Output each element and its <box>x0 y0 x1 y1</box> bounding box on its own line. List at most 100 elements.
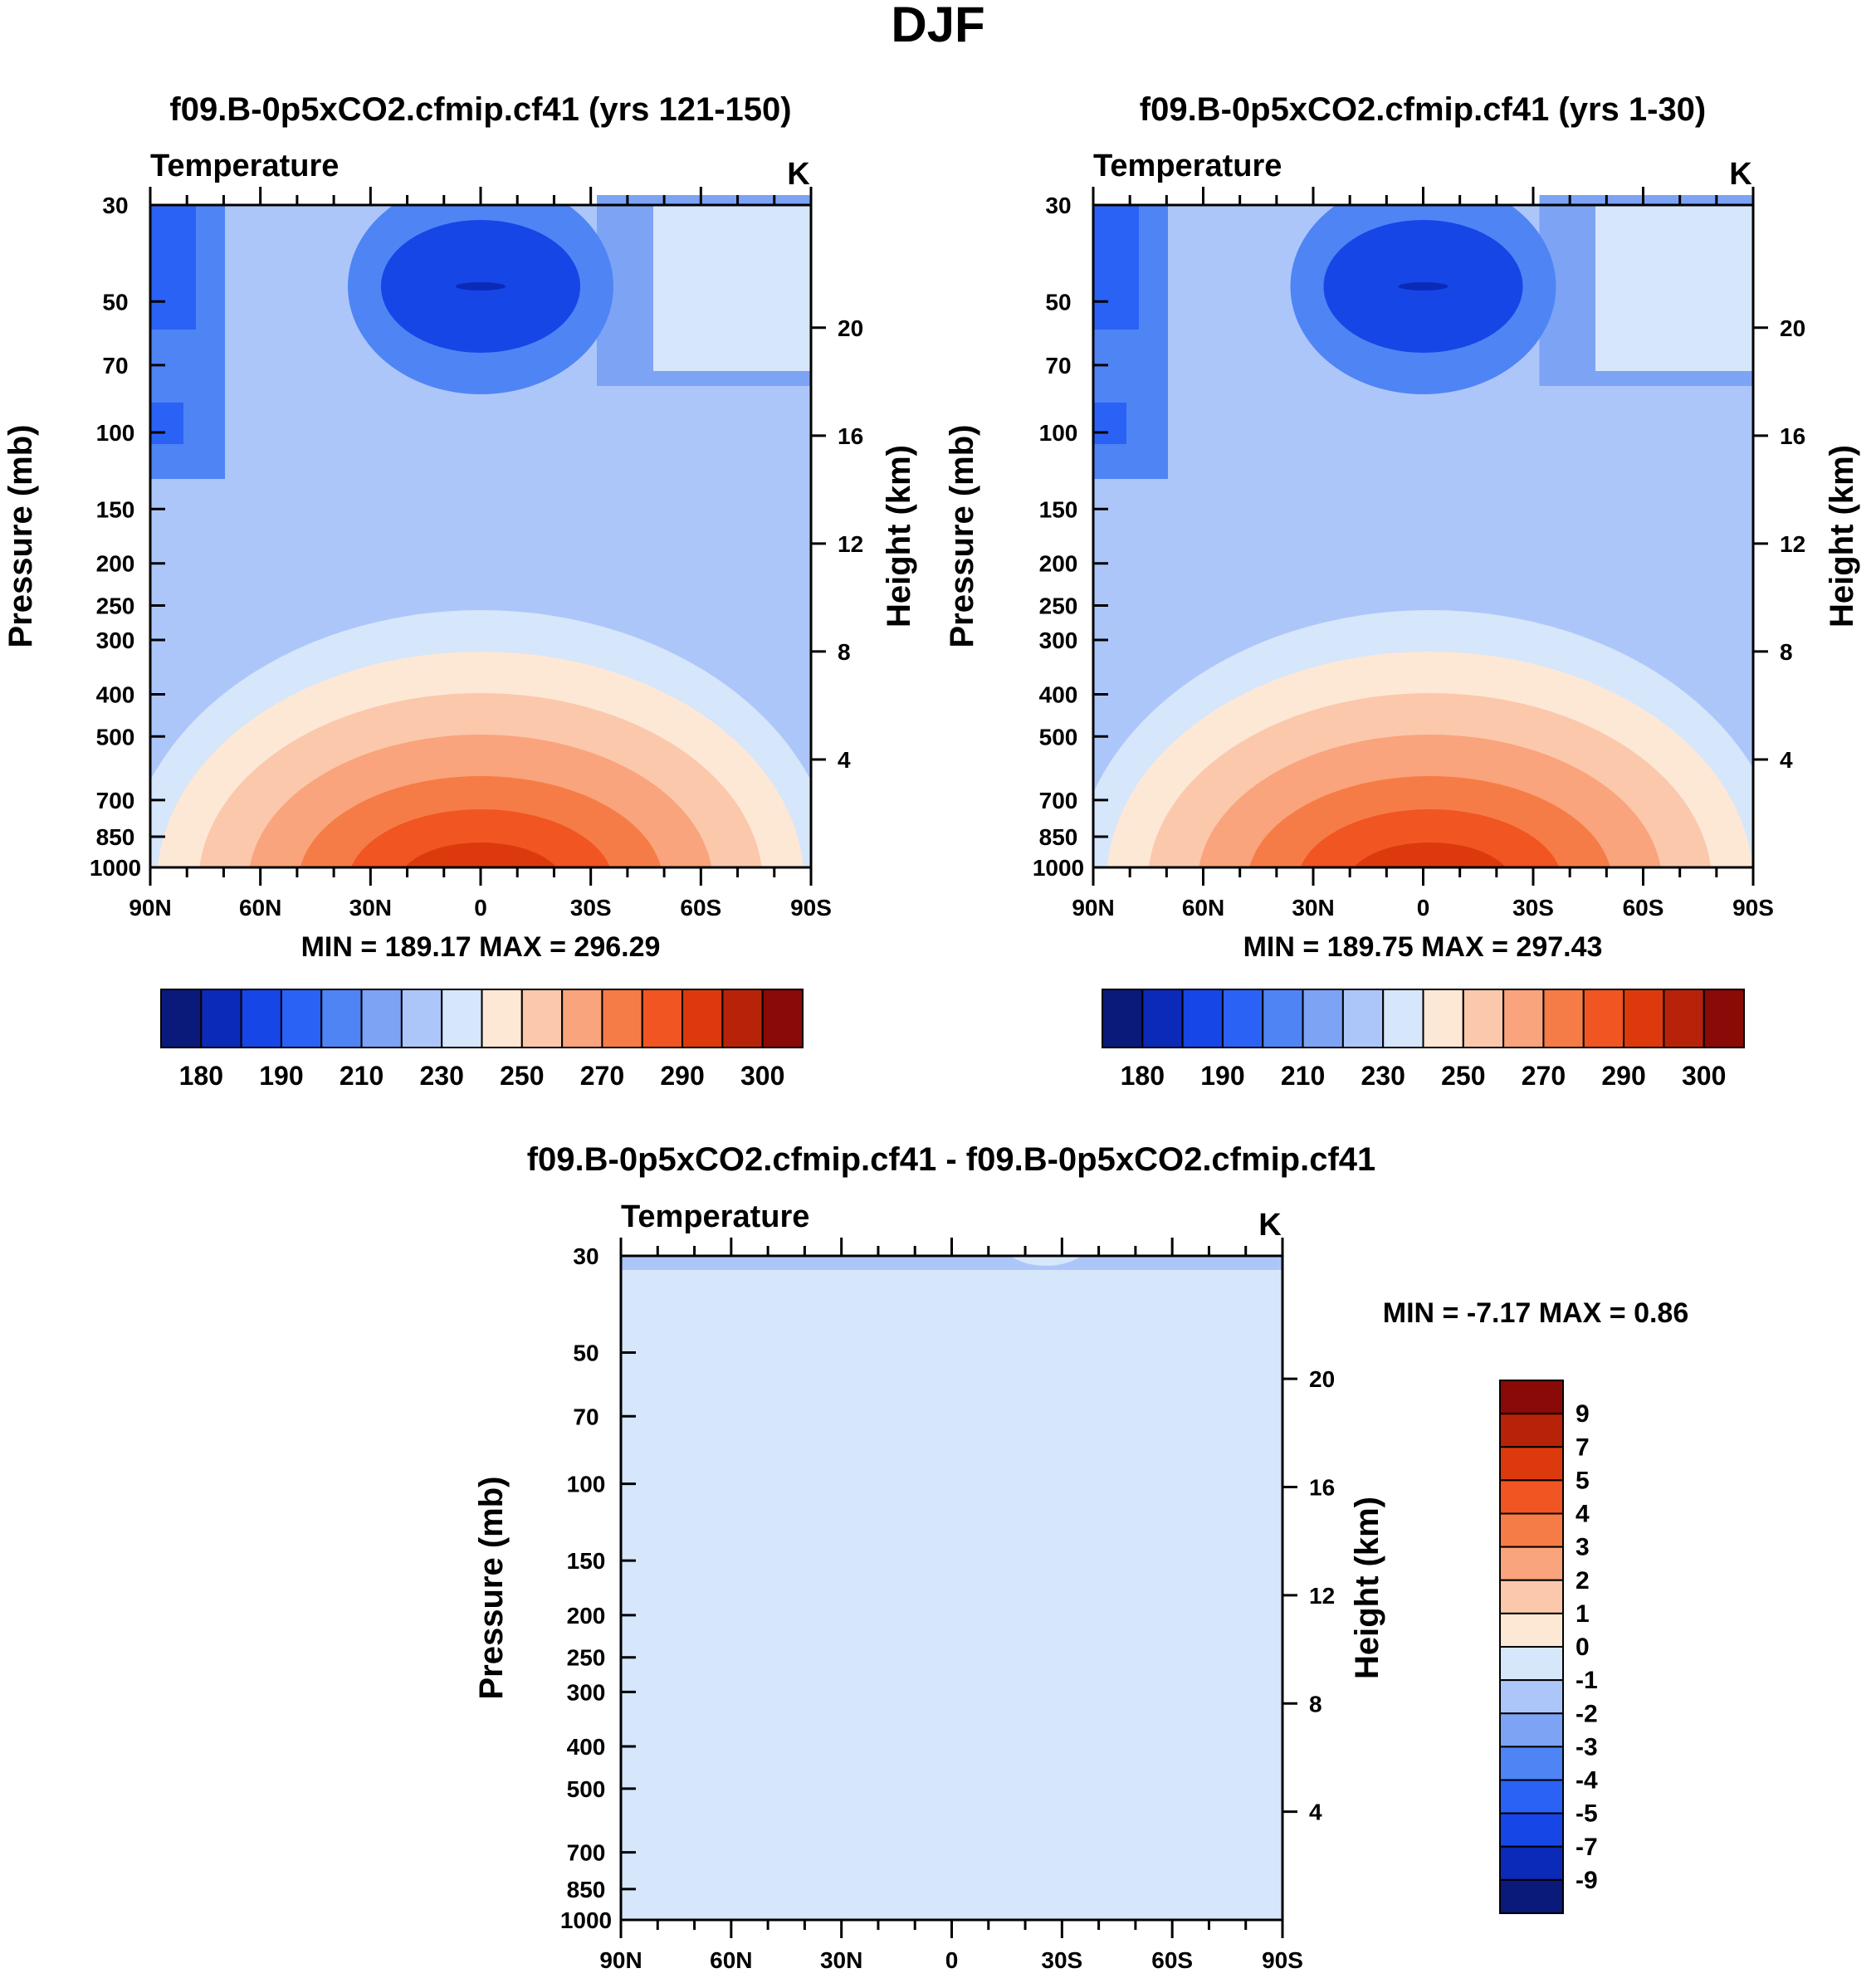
pressure-tick-label: 150 <box>1039 496 1078 522</box>
units-label: K <box>1258 1208 1282 1243</box>
lat-tick-label: 30S <box>1512 895 1554 921</box>
colorbar-label: -2 <box>1576 1700 1598 1727</box>
colorbar-swatch <box>1499 1812 1564 1848</box>
pressure-tick-label: 150 <box>96 496 135 522</box>
pressure-tick-label: 50 <box>102 289 128 315</box>
colorbar-swatch <box>200 989 242 1048</box>
colorbar-label: 300 <box>740 1061 784 1091</box>
pressure-tick-label: 700 <box>96 788 135 813</box>
contour-field <box>1093 205 1753 867</box>
colorbar-swatch <box>1499 1878 1564 1914</box>
height-tick-label: 16 <box>1780 423 1805 449</box>
pressure-tick-label: 1000 <box>1033 855 1084 881</box>
colorbar-swatch <box>1499 1845 1564 1881</box>
lat-tick-label: 60N <box>239 895 281 921</box>
colorbar-label: 190 <box>1200 1061 1244 1091</box>
colorbar-label: -4 <box>1576 1767 1598 1795</box>
colorbar-swatch <box>1499 1380 1564 1415</box>
height-tick-label: 8 <box>838 639 851 665</box>
height-tick-label: 16 <box>1309 1475 1335 1501</box>
colorbar-label: 270 <box>580 1061 624 1091</box>
colorbar-swatch <box>1499 1579 1564 1614</box>
height-tick-label: 12 <box>1309 1583 1335 1609</box>
height-tick-label: 12 <box>1780 531 1805 557</box>
contour-polar-core <box>150 205 196 330</box>
contour-tropopause-min <box>1398 282 1449 291</box>
colorbar-swatch <box>1422 989 1464 1048</box>
y2-axis-label: Height (km) <box>881 445 917 628</box>
lat-tick-label: 30N <box>1292 895 1334 921</box>
colorbar-label: 190 <box>259 1061 303 1091</box>
y2-axis-label: Height (km) <box>1824 445 1860 628</box>
colorbar-swatch <box>1502 989 1545 1048</box>
pressure-tick-label: 250 <box>567 1645 606 1671</box>
colorbar-label: 0 <box>1576 1634 1590 1661</box>
contour-warm-upper <box>653 205 811 371</box>
colorbar-swatch <box>280 989 323 1048</box>
colorbar-swatch <box>240 989 282 1048</box>
colorbar-swatch <box>1221 989 1264 1048</box>
pressure-tick-label: 200 <box>1039 551 1078 577</box>
stats-text: MIN = -7.17 MAX = 0.86 <box>1383 1297 1689 1329</box>
height-tick-label: 8 <box>1309 1691 1322 1717</box>
pressure-tick-label: 70 <box>573 1404 598 1429</box>
y-axis-label: Pressure (mb) <box>944 425 980 648</box>
colorbar-label: -3 <box>1576 1733 1598 1761</box>
colorbar-swatch <box>360 989 403 1048</box>
colorbar-label: 180 <box>1121 1061 1165 1091</box>
colorbar-swatch <box>400 989 443 1048</box>
colorbar-swatch <box>1499 1679 1564 1715</box>
colorbar-swatch <box>1499 1479 1564 1515</box>
pressure-tick-label: 850 <box>96 824 135 850</box>
field-label: Temperature <box>1093 149 1282 183</box>
colorbar-swatch <box>1499 1413 1564 1448</box>
colorbar-swatch <box>441 989 483 1048</box>
colorbar-swatch <box>160 989 203 1048</box>
colorbar-swatch <box>1499 1779 1564 1814</box>
pressure-tick-label: 400 <box>1039 681 1078 707</box>
panel-control: f09.B-0p5xCO2.cfmip.cf41 (yrs 1-30) 30 50 7… <box>944 91 1860 1091</box>
colorbar-swatch <box>561 989 603 1048</box>
colorbar-swatch <box>1499 1612 1564 1648</box>
lat-tick-label: 90N <box>129 895 171 921</box>
pressure-tick-label: 100 <box>1039 420 1078 446</box>
pressure-tick-label: 50 <box>1045 289 1071 315</box>
lat-tick-label: 90S <box>790 895 832 921</box>
colorbar-label: 180 <box>179 1061 223 1091</box>
colorbar-label: 250 <box>500 1061 544 1091</box>
pressure-tick-label: 300 <box>96 628 135 653</box>
field-label: Temperature <box>621 1199 809 1234</box>
panel-title: f09.B-0p5xCO2.cfmip.cf41 (yrs 1-30) <box>1140 91 1707 128</box>
colorbar-label: 7 <box>1576 1433 1590 1461</box>
colorbar-swatch <box>1499 1512 1564 1548</box>
colorbar-label: 9 <box>1576 1400 1590 1428</box>
lat-tick-label: 0 <box>474 895 487 921</box>
contour-band-7 <box>404 842 557 867</box>
height-tick-label: 4 <box>838 747 851 773</box>
colorbar-label: 290 <box>1601 1061 1645 1091</box>
contour-polar-edge <box>1093 403 1126 444</box>
lat-tick-label: 60S <box>680 895 721 921</box>
pressure-tick-label: 30 <box>102 193 128 218</box>
contour-negative-1 <box>621 1256 1282 1270</box>
pressure-tick-label: 70 <box>1045 353 1071 379</box>
colorbar-label: 250 <box>1441 1061 1485 1091</box>
pressure-tick-label: 500 <box>567 1776 606 1802</box>
colorbar-swatch <box>601 989 643 1048</box>
colorbar-swatch <box>1542 989 1585 1048</box>
colorbar-label: 290 <box>660 1061 704 1091</box>
lat-tick-label: 0 <box>945 1947 959 1973</box>
colorbar-swatch <box>1341 989 1385 1048</box>
colorbar-label: 300 <box>1682 1061 1726 1091</box>
colorbar-label: -7 <box>1576 1834 1598 1861</box>
units-label: K <box>1729 157 1752 192</box>
colorbar-label: 210 <box>340 1061 384 1091</box>
lat-tick-label: 30S <box>570 895 612 921</box>
lat-tick-label: 0 <box>1417 895 1430 921</box>
pressure-tick-label: 500 <box>96 724 135 750</box>
pressure-tick-label: 500 <box>1039 724 1078 750</box>
contour-band-6 <box>351 809 610 867</box>
contour-negative-2 <box>398 1250 481 1273</box>
pressure-tick-label: 150 <box>567 1548 606 1574</box>
colorbar-label: -5 <box>1576 1800 1598 1828</box>
